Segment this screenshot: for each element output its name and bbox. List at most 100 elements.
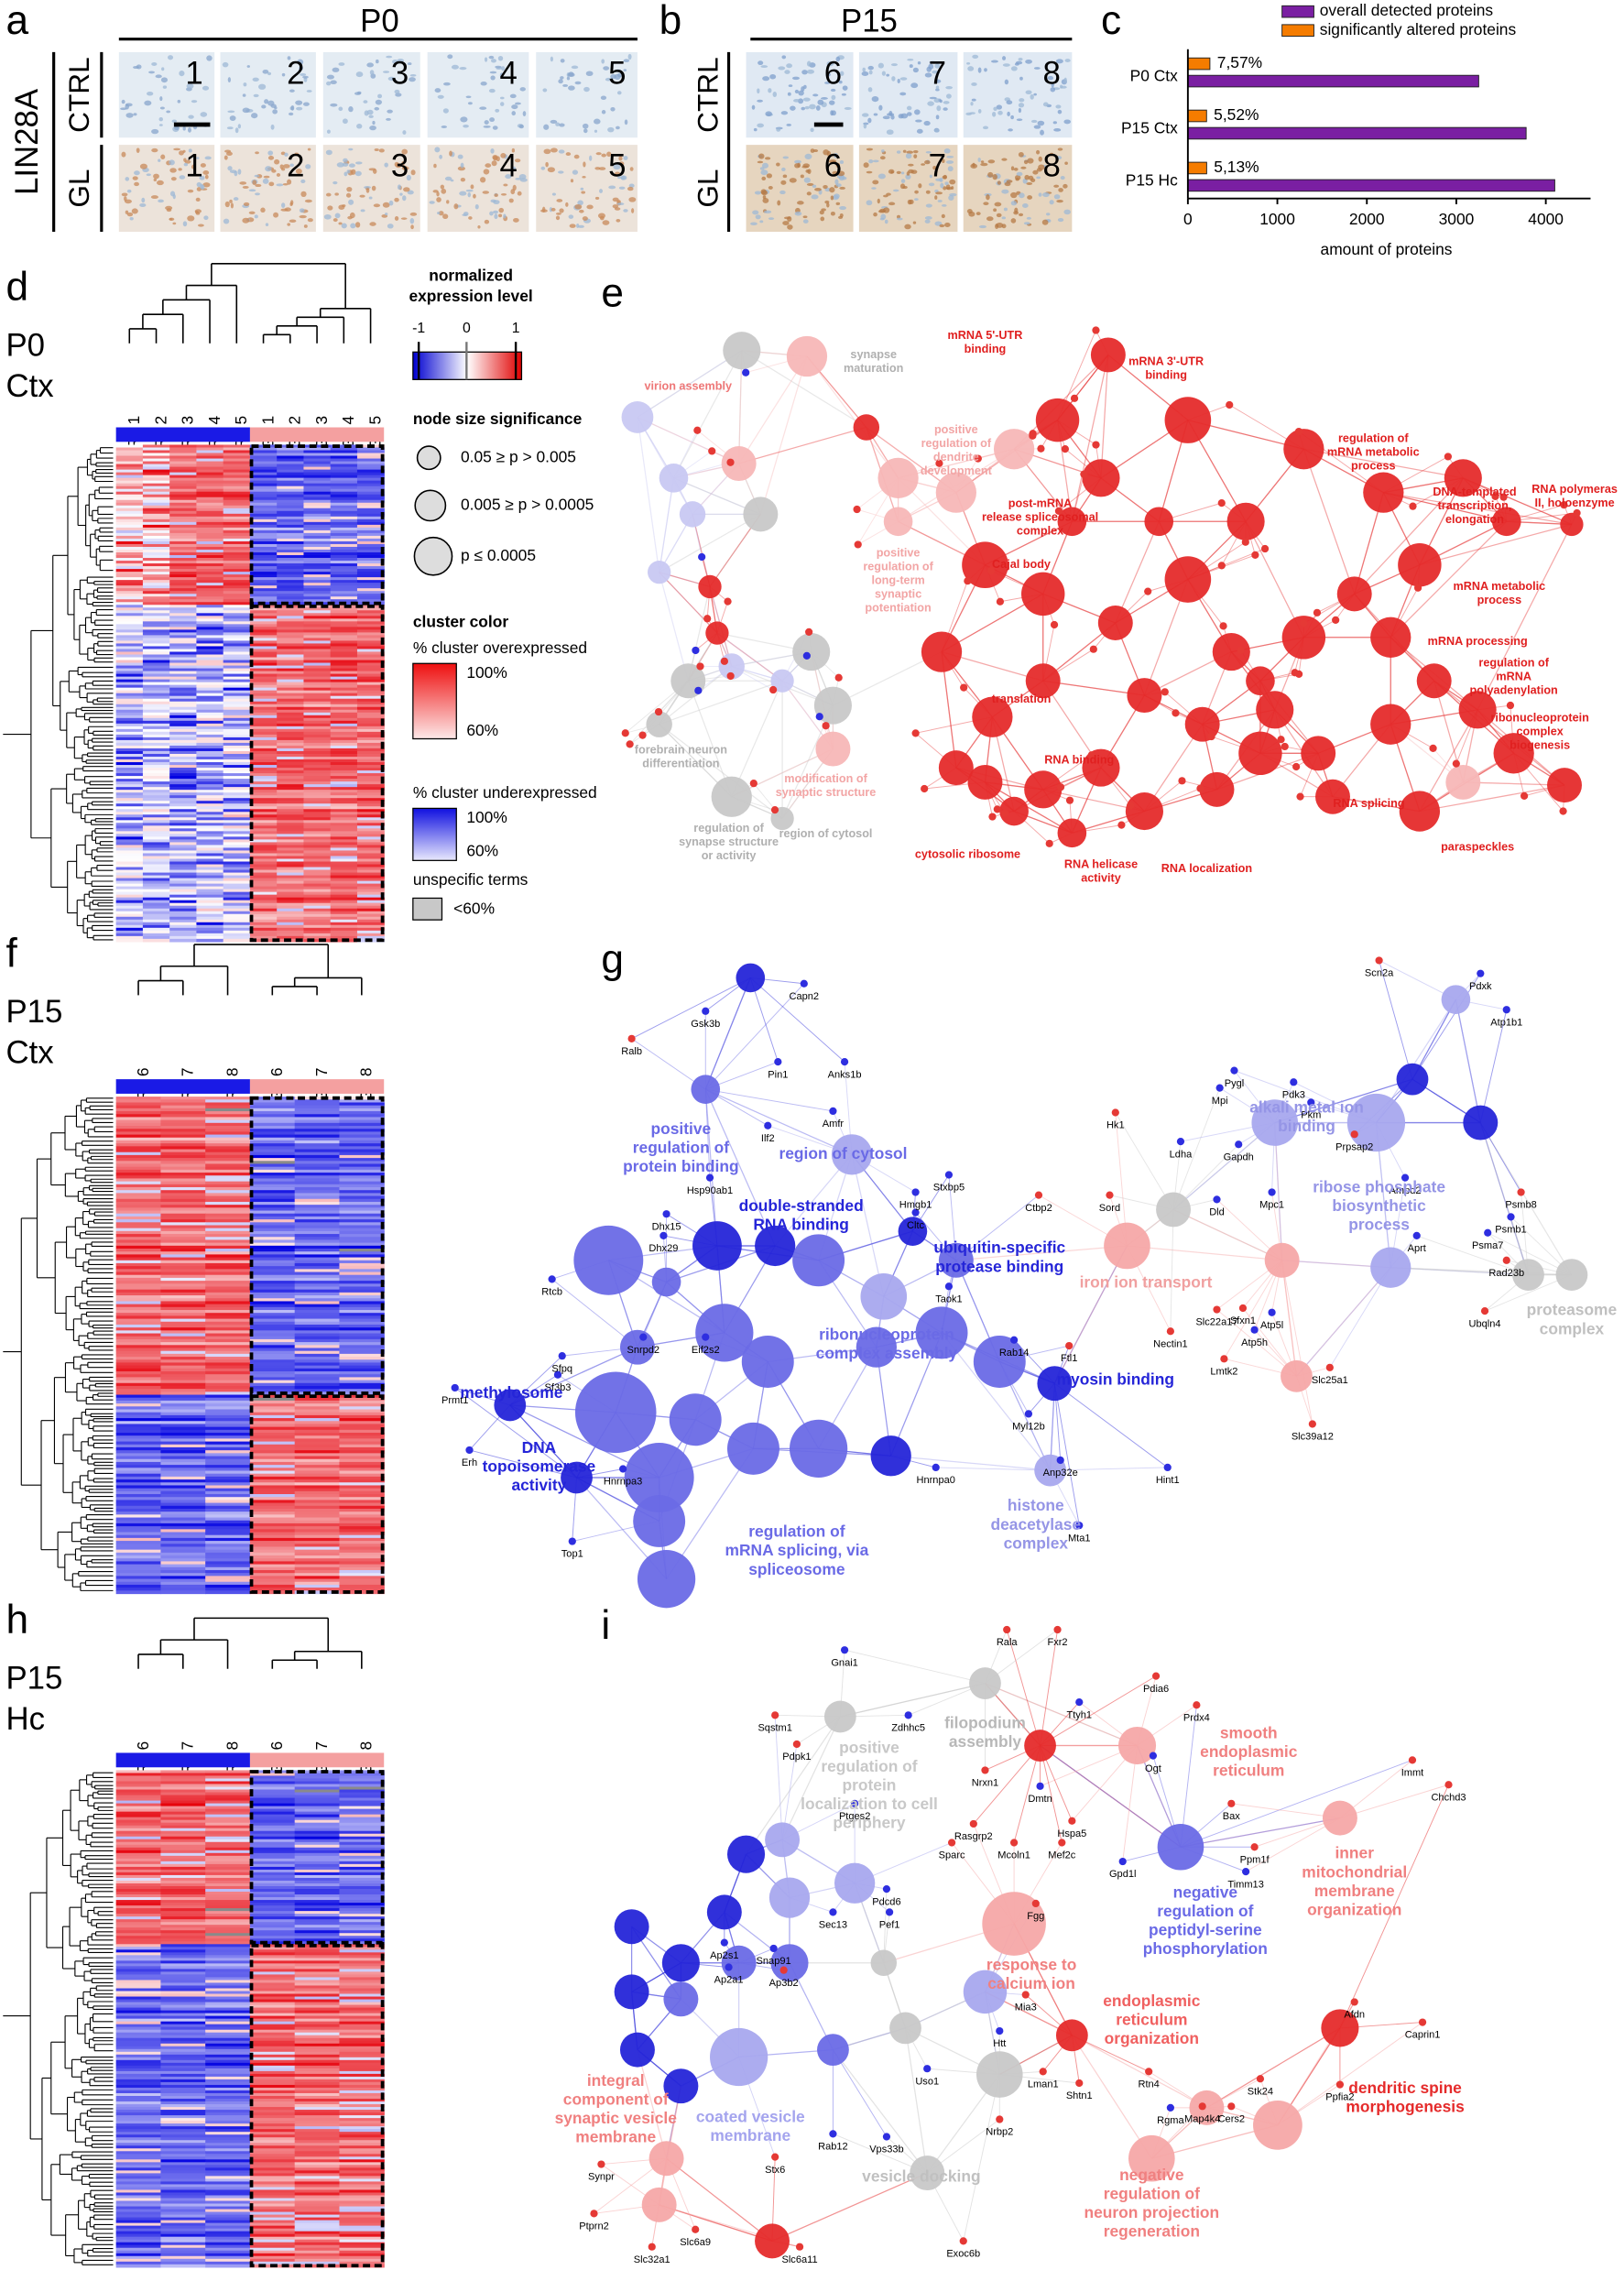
cell-nucleus xyxy=(460,116,468,123)
cell-nucleus xyxy=(121,99,125,104)
cell-nucleus xyxy=(568,71,574,77)
heatmap-cell xyxy=(249,684,278,689)
heatmap-cell xyxy=(330,518,358,523)
heatmap-cell xyxy=(249,878,278,882)
heatmap-cell xyxy=(330,684,358,689)
heatmap-cell xyxy=(356,466,385,471)
cell-nucleus xyxy=(1002,63,1010,67)
heatmap-cell xyxy=(330,828,358,832)
cell-nucleus xyxy=(871,95,879,103)
heatmap-cell xyxy=(249,1839,296,1843)
heatmap-cell xyxy=(142,483,170,487)
heatmap-cell xyxy=(115,1237,162,1241)
heatmap-cell xyxy=(303,919,332,923)
cell-nucleus xyxy=(1053,194,1061,200)
heatmap-cell xyxy=(142,883,170,888)
heatmap-cell xyxy=(223,660,251,664)
heatmap-cell xyxy=(339,1470,385,1475)
heatmap-cell xyxy=(294,1304,341,1308)
heatmap-cell xyxy=(115,1097,162,1100)
heatmap-cell xyxy=(294,1781,341,1785)
heatmap-cell xyxy=(249,477,278,482)
heatmap-cell xyxy=(142,486,170,490)
heatmap-cell xyxy=(249,1151,296,1156)
heatmap-cell xyxy=(277,477,305,482)
heatmap-cell xyxy=(205,1468,251,1472)
cell-nucleus xyxy=(907,58,914,61)
heatmap-cell xyxy=(160,1394,206,1399)
heatmap-cell xyxy=(277,580,305,584)
heatmap-cell xyxy=(115,709,144,714)
heatmap-cell xyxy=(169,720,198,725)
heatmap-cell xyxy=(294,1342,341,1346)
cell-nucleus xyxy=(1018,103,1025,108)
heatmap-cell xyxy=(249,858,278,863)
cell-nucleus xyxy=(812,93,819,97)
heatmap-cell xyxy=(142,491,170,496)
heatmap-cell xyxy=(330,464,358,468)
heatmap-cell xyxy=(169,585,198,589)
heatmap-cell xyxy=(196,723,224,727)
heatmap-cell xyxy=(160,1306,206,1311)
heatmap-cell xyxy=(294,1230,341,1235)
heatmap-cell xyxy=(294,1151,341,1156)
heatmap-cell xyxy=(169,491,198,496)
heatmap-cell xyxy=(294,1778,341,1783)
heatmap-cell xyxy=(115,1497,162,1501)
cell-nucleus xyxy=(375,99,383,105)
heatmap-cell xyxy=(115,684,144,689)
heatmap-cell xyxy=(160,1181,206,1185)
heatmap-cell xyxy=(249,1817,296,1821)
cell-nucleus xyxy=(326,129,331,134)
cell-nucleus xyxy=(490,147,495,154)
heatmap-cell xyxy=(339,1836,385,1840)
heatmap-cell xyxy=(294,1237,341,1241)
heatmap-cell xyxy=(294,1578,341,1583)
heatmap-cell xyxy=(249,1108,296,1112)
heatmap-cell xyxy=(294,1841,341,1846)
legend-swatch xyxy=(1281,24,1314,38)
cell-nucleus xyxy=(884,219,888,224)
heatmap-cell xyxy=(303,635,332,639)
cell-nucleus xyxy=(394,161,399,168)
heatmap-cell xyxy=(205,1872,251,1876)
heatmap-cell xyxy=(249,679,278,683)
heatmap-cell xyxy=(303,486,332,490)
cell-nucleus xyxy=(569,224,576,228)
cell-nucleus xyxy=(305,164,311,169)
heatmap-cell xyxy=(249,1578,296,1583)
heatmap-cell xyxy=(169,869,198,874)
cell-nucleus xyxy=(303,224,308,228)
heatmap-cell xyxy=(160,1855,206,1860)
heatmap-cell xyxy=(205,1429,251,1434)
heatmap-cell xyxy=(142,756,170,760)
heatmap-cell xyxy=(196,831,224,835)
heatmap-cell xyxy=(294,1803,341,1807)
heatmap-cell xyxy=(277,687,305,692)
cell-nucleus xyxy=(980,162,988,167)
heatmap-cell xyxy=(249,651,278,656)
heatmap-cell xyxy=(330,502,358,507)
cell-nucleus xyxy=(511,104,518,110)
heatmap-cell xyxy=(303,712,332,716)
heatmap-cell xyxy=(249,1213,296,1217)
heatmap-cell xyxy=(196,814,224,818)
cell-nucleus xyxy=(229,199,233,203)
heatmap-cell xyxy=(249,1330,296,1335)
heatmap-cell xyxy=(205,1239,251,1244)
heatmap-cell xyxy=(160,1558,206,1563)
heatmap-cell xyxy=(303,632,332,637)
cell-nucleus xyxy=(243,202,250,206)
cell-nucleus xyxy=(806,60,812,67)
heatmap-cell xyxy=(115,742,144,747)
heatmap-cell xyxy=(249,1590,296,1595)
heatmap-cell xyxy=(277,486,305,490)
cell-nucleus xyxy=(242,185,249,189)
heatmap-cell xyxy=(142,569,170,573)
heatmap-cell xyxy=(160,1198,206,1203)
heatmap-cell xyxy=(277,591,305,595)
heatmap-cell xyxy=(169,734,198,738)
heatmap-cell xyxy=(115,1564,162,1568)
cell-nucleus xyxy=(1038,192,1042,197)
cell-nucleus xyxy=(807,169,812,174)
